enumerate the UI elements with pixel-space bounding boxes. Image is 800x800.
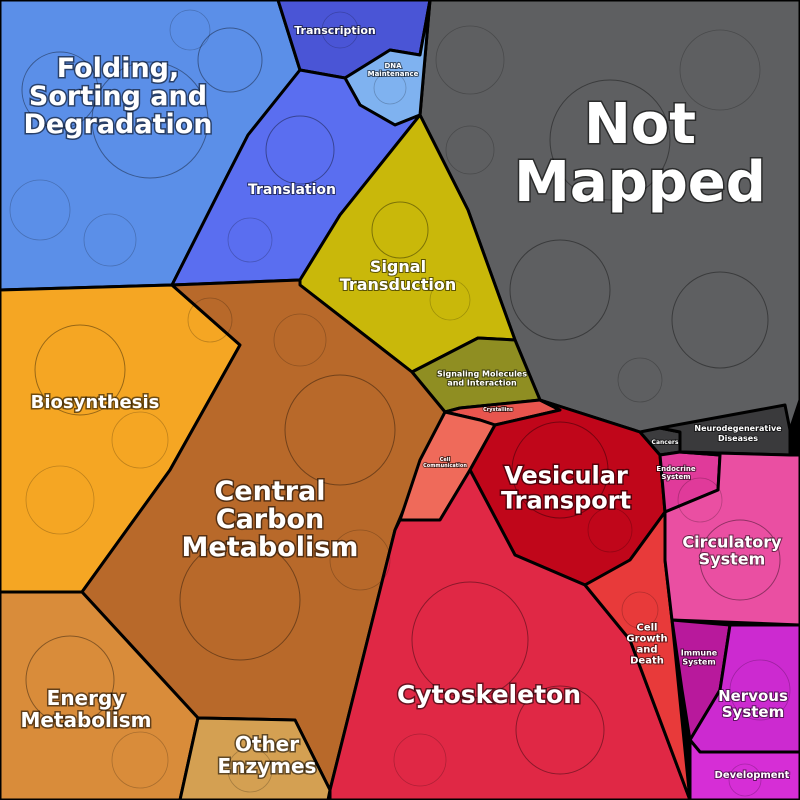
label-line: Cytoskeleton xyxy=(397,680,581,709)
label-cancers: Cancers xyxy=(652,439,679,446)
label-other-enzymes: Other Enzymes xyxy=(218,732,317,778)
label-energy-metabolism: Energy Metabolism xyxy=(20,686,151,732)
label-line: System xyxy=(722,703,784,721)
label-line: Sorting and xyxy=(29,81,207,112)
label-line: and Interaction xyxy=(447,379,517,388)
label-line: Diseases xyxy=(718,434,758,443)
label-line: DNA xyxy=(384,62,402,70)
label-line: and xyxy=(636,645,657,656)
label-line: System xyxy=(699,550,766,569)
label-line: Biosynthesis xyxy=(31,392,160,413)
label-line: Metabolism xyxy=(182,532,359,563)
label-line: Degradation xyxy=(23,109,212,140)
label-signal-transduction: Signal Transduction xyxy=(340,257,457,294)
label-line: Death xyxy=(630,656,664,667)
region-circulatory-system[interactable] xyxy=(663,450,800,627)
label-line: Central xyxy=(214,476,325,507)
label-line: Neurodegenerative xyxy=(694,424,782,433)
label-line: Metabolism xyxy=(20,708,151,732)
label-line: Transduction xyxy=(340,275,457,294)
label-folding: Folding, Sorting and Degradation xyxy=(23,53,212,140)
region-development[interactable] xyxy=(688,738,800,800)
label-dna-maintenance: DNA Maintenance xyxy=(368,62,419,78)
label-line: Other xyxy=(235,732,299,756)
label-line: Energy xyxy=(47,686,126,710)
label-line: Immune xyxy=(681,649,718,658)
label-cytoskeleton: Cytoskeleton xyxy=(397,680,581,709)
label-signaling-molecules: Signaling Molecules and Interaction xyxy=(437,370,527,388)
subcell-tessellation xyxy=(9,9,791,797)
label-immune-system: Immune System xyxy=(681,649,718,667)
region-labels: Folding, Sorting and Degradation Transcrip… xyxy=(19,23,791,782)
label-line: Crystallins xyxy=(483,407,513,413)
label-cell-growth-death: Cell Growth and Death xyxy=(626,623,667,667)
label-line: Development xyxy=(715,770,790,781)
label-line: Carbon xyxy=(216,504,324,535)
label-line: Signaling Molecules xyxy=(437,370,527,379)
label-line: Enzymes xyxy=(218,754,317,778)
label-line: Not xyxy=(584,92,696,157)
label-line: Cancers xyxy=(652,439,679,446)
label-nervous-system: Nervous System xyxy=(718,687,788,721)
label-line: Signal xyxy=(370,257,426,276)
label-line: Communication xyxy=(423,463,467,469)
label-line: Maintenance xyxy=(368,70,419,78)
label-biosynthesis: Biosynthesis xyxy=(31,392,160,413)
label-line: Folding, xyxy=(57,53,180,84)
label-translation: Translation xyxy=(248,182,336,198)
label-line: Endocrine xyxy=(656,465,696,473)
label-line: Cell xyxy=(440,457,451,463)
label-neurodegenerative: Neurodegenerative Diseases xyxy=(694,424,782,443)
label-line: System xyxy=(661,473,690,481)
label-line: Mapped xyxy=(514,150,766,215)
label-endocrine-system: Endocrine System xyxy=(656,465,696,481)
label-cell-communication: Cell Communication xyxy=(423,457,467,469)
label-line: Transport xyxy=(501,487,631,515)
label-line: Transcription xyxy=(294,24,376,37)
label-transcription: Transcription xyxy=(294,24,376,37)
label-line: Nervous xyxy=(718,687,788,705)
label-central-carbon: Central Carbon Metabolism xyxy=(182,476,359,563)
label-vesicular-transport: Vesicular Transport xyxy=(501,462,631,515)
label-line: Circulatory xyxy=(682,533,782,552)
label-circulatory-system: Circulatory System xyxy=(682,533,782,569)
label-not-mapped: Not Mapped xyxy=(514,92,766,215)
label-line: Vesicular xyxy=(504,462,628,490)
label-line: Cell xyxy=(637,623,658,634)
label-line: Translation xyxy=(248,182,336,198)
label-development: Development xyxy=(715,770,790,781)
label-line: Growth xyxy=(626,634,667,645)
label-crystallins: Crystallins xyxy=(483,407,513,413)
label-line: System xyxy=(682,658,715,667)
